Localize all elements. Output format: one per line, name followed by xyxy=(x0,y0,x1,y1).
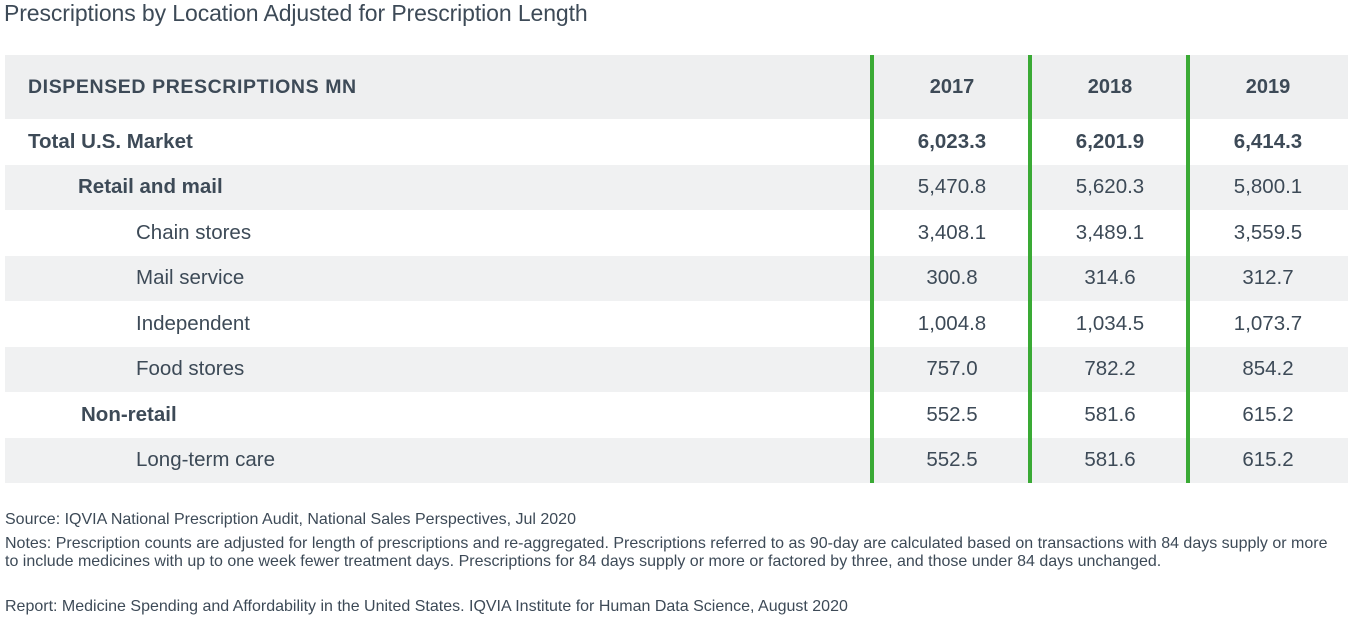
source-note: Source: IQVIA National Prescription Audi… xyxy=(5,511,576,528)
column-divider-2019 xyxy=(1186,55,1190,483)
column-header-2018: 2018 xyxy=(1087,75,1133,98)
row-value-2019: 854.2 xyxy=(1242,357,1294,381)
table-row-independent: Independent 1,004.8 1,034.5 1,073.7 xyxy=(5,301,1348,347)
row-label: Mail service xyxy=(136,266,245,290)
table-row-long-term-care: Long-term care 552.5 581.6 615.2 xyxy=(5,437,1348,483)
page-title: Prescriptions by Location Adjusted for P… xyxy=(4,0,588,26)
row-value-2017: 6,023.3 xyxy=(917,129,987,153)
row-value-2019: 312.7 xyxy=(1242,266,1294,290)
row-label: Total U.S. Market xyxy=(28,129,193,153)
table-row-total-us-market: Total U.S. Market 6,023.3 6,201.9 6,414.… xyxy=(5,119,1348,165)
row-value-2017: 552.5 xyxy=(926,402,978,426)
table-row-food-stores: Food stores 757.0 782.2 854.2 xyxy=(5,346,1348,392)
row-value-2018: 314.6 xyxy=(1084,266,1136,290)
row-label: Chain stores xyxy=(136,220,252,244)
table-row-mail-service: Mail service 300.8 314.6 312.7 xyxy=(5,255,1348,301)
row-value-2018: 581.6 xyxy=(1084,402,1136,426)
table-row-non-retail: Non-retail 552.5 581.6 615.2 xyxy=(5,392,1348,438)
row-value-2018: 581.6 xyxy=(1084,448,1136,472)
row-value-2019: 1,073.7 xyxy=(1233,311,1303,335)
row-value-2018: 5,620.3 xyxy=(1075,175,1145,199)
row-value-2019: 615.2 xyxy=(1242,402,1294,426)
row-value-2018: 782.2 xyxy=(1084,357,1136,381)
row-label: Retail and mail xyxy=(78,175,223,199)
row-label: Food stores xyxy=(136,357,245,381)
row-value-2019: 615.2 xyxy=(1242,448,1294,472)
table-header-row: DISPENSED PRESCRIPTIONS MN 2017 2018 201… xyxy=(5,55,1348,119)
column-divider-2017 xyxy=(870,55,874,483)
table-row-retail-and-mail: Retail and mail 5,470.8 5,620.3 5,800.1 xyxy=(5,164,1348,210)
report-note: Report: Medicine Spending and Affordabil… xyxy=(5,598,848,615)
row-value-2017: 552.5 xyxy=(926,448,978,472)
row-value-2017: 300.8 xyxy=(926,266,978,290)
row-value-2017: 3,408.1 xyxy=(917,220,987,244)
table-header-label: DISPENSED PRESCRIPTIONS MN xyxy=(28,75,357,98)
column-header-2017: 2017 xyxy=(929,75,975,98)
row-value-2019: 5,800.1 xyxy=(1233,175,1303,199)
table-row-chain-stores: Chain stores 3,408.1 3,489.1 3,559.5 xyxy=(5,210,1348,256)
row-value-2019: 6,414.3 xyxy=(1233,129,1303,153)
row-value-2017: 757.0 xyxy=(926,357,978,381)
notes-text: Notes: Prescription counts are adjusted … xyxy=(5,535,1328,570)
row-value-2018: 1,034.5 xyxy=(1075,311,1145,335)
prescriptions-table: DISPENSED PRESCRIPTIONS MN 2017 2018 201… xyxy=(5,55,1348,483)
row-value-2018: 6,201.9 xyxy=(1075,129,1145,153)
row-value-2017: 5,470.8 xyxy=(917,175,987,199)
row-label: Long-term care xyxy=(136,448,276,472)
row-label: Non-retail xyxy=(81,402,177,426)
column-header-2019: 2019 xyxy=(1245,75,1291,98)
row-value-2018: 3,489.1 xyxy=(1075,220,1145,244)
row-value-2019: 3,559.5 xyxy=(1233,220,1303,244)
row-value-2017: 1,004.8 xyxy=(917,311,987,335)
column-divider-2018 xyxy=(1028,55,1032,483)
row-label: Independent xyxy=(136,311,251,335)
